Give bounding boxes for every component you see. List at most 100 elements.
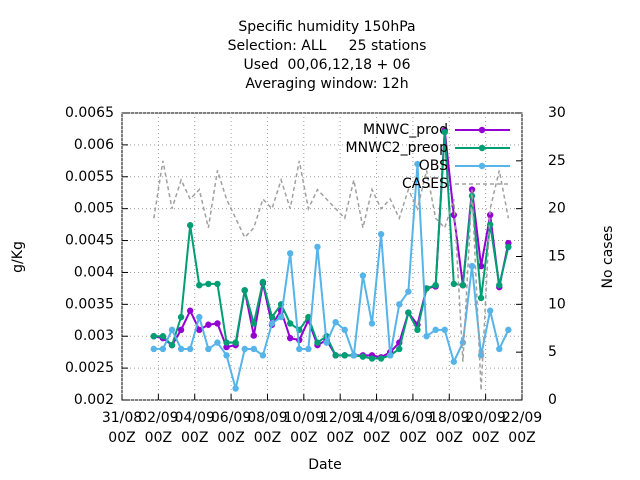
data-point <box>441 326 448 334</box>
legend-label: CASES <box>402 176 448 192</box>
data-point <box>223 343 230 351</box>
data-point <box>468 262 476 270</box>
x-tick-label: 04/09 00Z <box>174 410 215 446</box>
data-point <box>341 352 348 359</box>
data-point <box>486 307 494 314</box>
y-tick-label: 0.004 <box>74 264 114 280</box>
data-point <box>259 352 267 359</box>
y-tick-label: 0.0065 <box>65 105 114 121</box>
data-point <box>396 301 403 308</box>
data-point <box>241 287 248 294</box>
data-point <box>168 341 176 349</box>
x-tick-label: 20/09 00Z <box>465 410 506 446</box>
x-tick-label: 08/09 00Z <box>247 410 288 446</box>
x-tick-label: 10/09 00Z <box>283 410 324 446</box>
data-point <box>477 294 485 302</box>
data-point <box>286 334 294 342</box>
data-point <box>505 326 512 334</box>
data-point <box>177 313 185 321</box>
data-point <box>159 333 167 340</box>
x-tick-label: 06/09 00Z <box>210 410 252 446</box>
data-point <box>341 326 348 334</box>
data-point <box>314 339 321 346</box>
data-point <box>286 320 294 327</box>
data-point <box>305 313 312 321</box>
data-point <box>459 282 467 289</box>
y2-axis-label: No cases <box>600 226 616 289</box>
y-tick-label: 0.003 <box>74 328 114 344</box>
data-point <box>405 288 412 295</box>
x-tick-label: 18/09 00Z <box>429 410 470 446</box>
data-point <box>250 332 258 339</box>
y-axis-label: g/Kg <box>10 241 26 273</box>
y-tick-label: 0.0035 <box>65 296 114 312</box>
chart-subtitle: Selection: ALL 25 stations <box>228 38 427 54</box>
data-point <box>505 243 512 251</box>
data-point <box>486 221 494 228</box>
data-point <box>386 352 394 359</box>
y2-tick-label: 30 <box>548 105 566 121</box>
data-point <box>268 320 276 327</box>
data-point <box>277 313 285 321</box>
chart-subtitle: Averaging window: 12h <box>245 76 408 92</box>
data-point <box>414 326 421 334</box>
data-point <box>250 320 258 327</box>
data-point <box>450 358 458 365</box>
data-point <box>214 280 221 288</box>
legend-label: MNWC_prod <box>363 122 448 138</box>
data-point <box>205 345 212 353</box>
series-line <box>153 163 510 389</box>
data-point <box>286 250 294 257</box>
data-point <box>359 272 367 279</box>
chart-subtitle: Used 00,06,12,18 + 06 <box>244 57 411 73</box>
data-point <box>396 345 403 353</box>
chart-title: Specific humidity 150hPa <box>238 19 415 35</box>
data-point <box>368 320 376 327</box>
data-point <box>159 345 167 353</box>
x-tick-label: 02/09 00Z <box>138 410 179 446</box>
legend-marker <box>478 162 486 170</box>
data-point <box>323 339 330 346</box>
y-tick-label: 0.0055 <box>65 169 114 185</box>
x-tick-label: 16/09 00Z <box>392 410 434 446</box>
data-point <box>368 355 376 362</box>
data-point <box>223 339 230 346</box>
data-point <box>259 278 267 286</box>
y2-tick-label: 20 <box>548 201 566 217</box>
data-point <box>196 313 203 321</box>
data-point <box>232 385 239 392</box>
y2-tick-label: 15 <box>548 249 566 265</box>
data-point <box>332 318 339 326</box>
x-tick-label: 12/09 00Z <box>319 410 361 446</box>
data-point <box>214 320 221 327</box>
data-point <box>450 280 458 288</box>
data-point <box>196 282 203 289</box>
data-point <box>150 333 158 340</box>
legend-label: OBS <box>419 158 448 174</box>
series-line <box>153 132 510 360</box>
data-point <box>486 211 494 219</box>
data-point <box>268 313 276 321</box>
data-point <box>450 211 458 219</box>
data-point <box>186 222 194 229</box>
legend-marker <box>478 126 486 134</box>
data-point <box>314 243 321 251</box>
y2-tick-label: 25 <box>548 153 566 169</box>
x-tick-label: 31/08 00Z <box>101 410 143 446</box>
x-tick-label: 14/09 00Z <box>356 410 397 446</box>
data-point <box>377 230 385 238</box>
data-point <box>205 321 212 328</box>
legend-label: MNWC2_preop <box>346 140 449 156</box>
data-point <box>359 353 367 360</box>
y-tick-label: 0.006 <box>74 137 114 153</box>
data-point <box>414 160 421 168</box>
y-tick-label: 0.0025 <box>65 360 114 376</box>
data-point <box>432 282 439 289</box>
data-point <box>177 326 185 334</box>
data-point <box>223 352 230 359</box>
y-tick-label: 0.0045 <box>65 233 114 249</box>
data-point <box>250 345 258 353</box>
y-tick-label: 0.002 <box>74 392 114 408</box>
data-point <box>496 345 503 353</box>
